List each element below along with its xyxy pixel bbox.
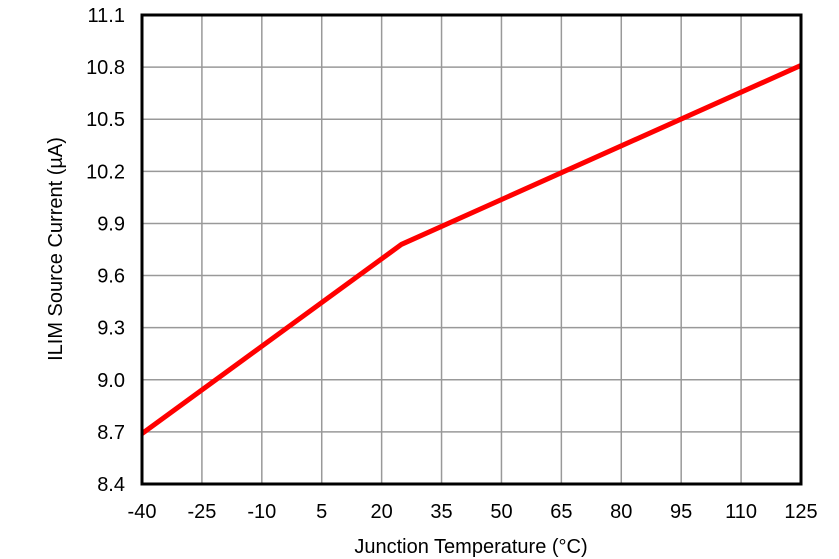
y-axis-title: ILIM Source Current (µA) [45, 137, 67, 361]
x-tick-label: 95 [670, 501, 692, 523]
y-tick-label: 10.2 [86, 161, 125, 183]
x-tick-label: 110 [725, 501, 757, 523]
data-series [140, 63, 803, 436]
x-axis-title: Junction Temperature (°C) [354, 536, 587, 558]
x-tick-label: 20 [371, 501, 393, 523]
series-line [140, 63, 803, 436]
y-tick-label: 11.1 [88, 5, 125, 27]
x-tick-label: -40 [128, 501, 157, 523]
grid-lines [141, 14, 802, 485]
y-tick-label: 9.3 [97, 318, 125, 340]
y-tick-label: 8.7 [97, 422, 125, 444]
x-tick-label: 50 [490, 501, 512, 523]
y-tick-labels: 8.4 8.7 9.0 9.3 9.6 9.9 10.2 10.5 10.8 11.1 [86, 5, 125, 496]
y-tick-label: 8.4 [97, 474, 125, 496]
y-tick-label: 10.8 [86, 57, 125, 79]
x-tick-labels: -40 -25 -10 5 20 35 50 65 80 95 110 125 [128, 501, 818, 523]
y-tick-label: 10.5 [86, 109, 125, 131]
x-tick-label: 35 [430, 501, 452, 523]
x-tick-label: 80 [610, 501, 632, 523]
x-tick-label: 5 [316, 501, 327, 523]
y-tick-label: 9.6 [97, 266, 125, 288]
x-tick-label: 65 [550, 501, 572, 523]
x-tick-label: -25 [187, 501, 216, 523]
y-tick-label: 9.0 [97, 370, 125, 392]
x-tick-label: -10 [247, 501, 276, 523]
x-tick-label: 125 [784, 501, 817, 523]
y-tick-label: 9.9 [97, 213, 125, 235]
plot-frame [140, 13, 803, 486]
